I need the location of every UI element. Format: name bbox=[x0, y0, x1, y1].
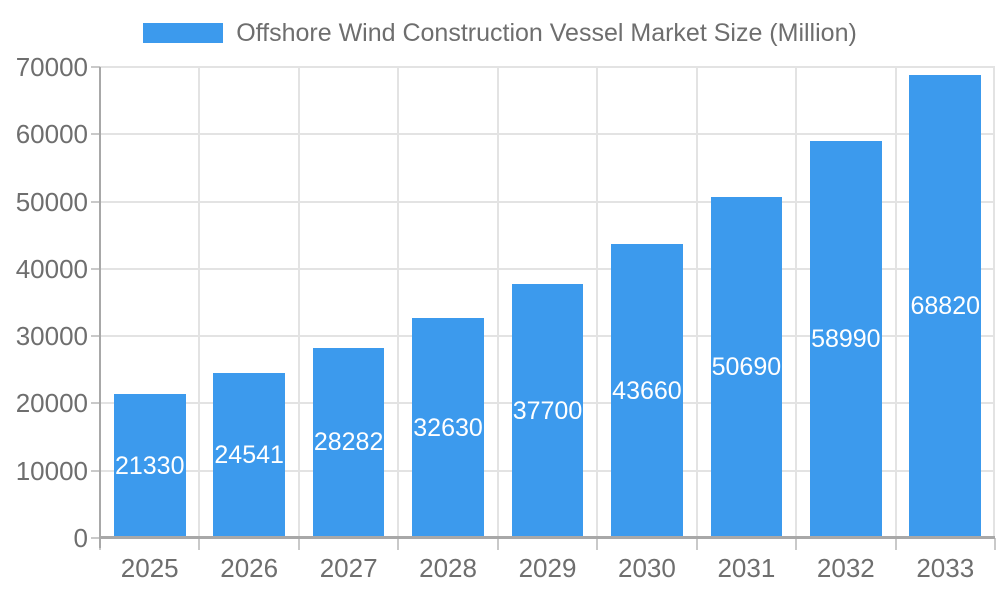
gridline-v bbox=[695, 67, 698, 538]
x-tick-label-2028: 2028 bbox=[419, 553, 477, 583]
legend-label[interactable]: Offshore Wind Construction Vessel Market… bbox=[236, 18, 857, 47]
x-axis-tick bbox=[297, 538, 300, 550]
bar-value-label: 50690 bbox=[711, 352, 782, 381]
gridline-v bbox=[894, 67, 897, 538]
x-axis-tick bbox=[496, 538, 499, 550]
bar-2031[interactable]: 50690 bbox=[710, 196, 783, 538]
y-axis-tick bbox=[91, 267, 100, 270]
x-tick-label-2030: 2030 bbox=[618, 553, 676, 583]
x-tick-label-2029: 2029 bbox=[518, 553, 577, 583]
gridline-v bbox=[198, 67, 201, 538]
x-axis-tick bbox=[894, 538, 897, 550]
bar-2029[interactable]: 37700 bbox=[511, 284, 584, 538]
bar-2033[interactable]: 68820 bbox=[909, 74, 982, 538]
gridline-v bbox=[596, 67, 599, 538]
bar-value-label: 58990 bbox=[811, 325, 881, 354]
x-axis-tick bbox=[695, 538, 698, 550]
y-tick-label: 0 bbox=[73, 523, 88, 553]
y-tick-label: 40000 bbox=[15, 253, 88, 284]
gridline-v bbox=[297, 67, 300, 538]
gridline-h bbox=[100, 200, 995, 203]
bar-2027[interactable]: 28282 bbox=[312, 347, 385, 538]
x-tick-label-2027: 2027 bbox=[319, 553, 378, 583]
x-tick-label-2025: 2025 bbox=[120, 553, 179, 583]
x-tick-label-2032: 2032 bbox=[816, 553, 875, 583]
y-axis-tick bbox=[91, 133, 100, 136]
bar-2028[interactable]: 32630 bbox=[412, 318, 484, 538]
y-axis-tick bbox=[91, 66, 100, 68]
y-axis-tick bbox=[91, 537, 100, 539]
y-axis-tick bbox=[91, 469, 100, 472]
bar-value-label: 43660 bbox=[612, 376, 682, 405]
bar-value-label: 32630 bbox=[413, 413, 483, 442]
gridline-v bbox=[496, 67, 499, 538]
x-axis-tick bbox=[795, 538, 798, 550]
x-axis-tick bbox=[596, 538, 599, 550]
bar-value-label: 37700 bbox=[512, 396, 583, 425]
y-axis-tick bbox=[91, 335, 100, 338]
x-axis-tick bbox=[198, 538, 201, 550]
plot-right-border bbox=[993, 67, 995, 538]
gridline-h bbox=[100, 133, 995, 136]
x-axis-tick bbox=[994, 538, 996, 550]
gridline-h bbox=[100, 267, 995, 270]
y-tick-label: 30000 bbox=[15, 321, 88, 352]
x-tick-label-2033: 2033 bbox=[916, 553, 975, 583]
y-axis-tick bbox=[91, 200, 100, 203]
y-tick-label: 60000 bbox=[15, 119, 88, 150]
bar-2025[interactable]: 21330 bbox=[113, 394, 186, 538]
x-axis-tick bbox=[397, 538, 400, 550]
plot-area: 0 10000 20000 30000 40000 50000 60000 70000 2133… bbox=[16, 54, 996, 581]
x-tick-label-2026: 2026 bbox=[220, 553, 279, 583]
bar-2026[interactable]: 24541 bbox=[213, 372, 285, 538]
y-axis-line bbox=[99, 67, 101, 548]
legend-swatch-icon[interactable] bbox=[143, 23, 224, 43]
y-axis-tick bbox=[91, 402, 100, 405]
bar-2032[interactable]: 58990 bbox=[810, 141, 882, 538]
x-axis-line bbox=[100, 536, 995, 539]
bar-value-label: 24541 bbox=[214, 440, 284, 469]
gridline-v bbox=[795, 67, 798, 538]
y-tick-label: 70000 bbox=[15, 52, 88, 82]
y-tick-label: 10000 bbox=[15, 455, 88, 486]
y-tick-label: 50000 bbox=[15, 186, 88, 217]
bar-2030[interactable]: 43660 bbox=[611, 244, 683, 538]
gridline-v bbox=[397, 67, 400, 538]
y-tick-label: 20000 bbox=[15, 388, 88, 419]
bar-value-label: 28282 bbox=[313, 428, 384, 457]
bar-value-label: 21330 bbox=[114, 451, 185, 480]
x-tick-label-2031: 2031 bbox=[717, 553, 776, 583]
bar-value-label: 68820 bbox=[910, 291, 981, 320]
legend[interactable]: Offshore Wind Construction Vessel Market… bbox=[0, 18, 1000, 48]
gridline-h bbox=[100, 66, 995, 68]
